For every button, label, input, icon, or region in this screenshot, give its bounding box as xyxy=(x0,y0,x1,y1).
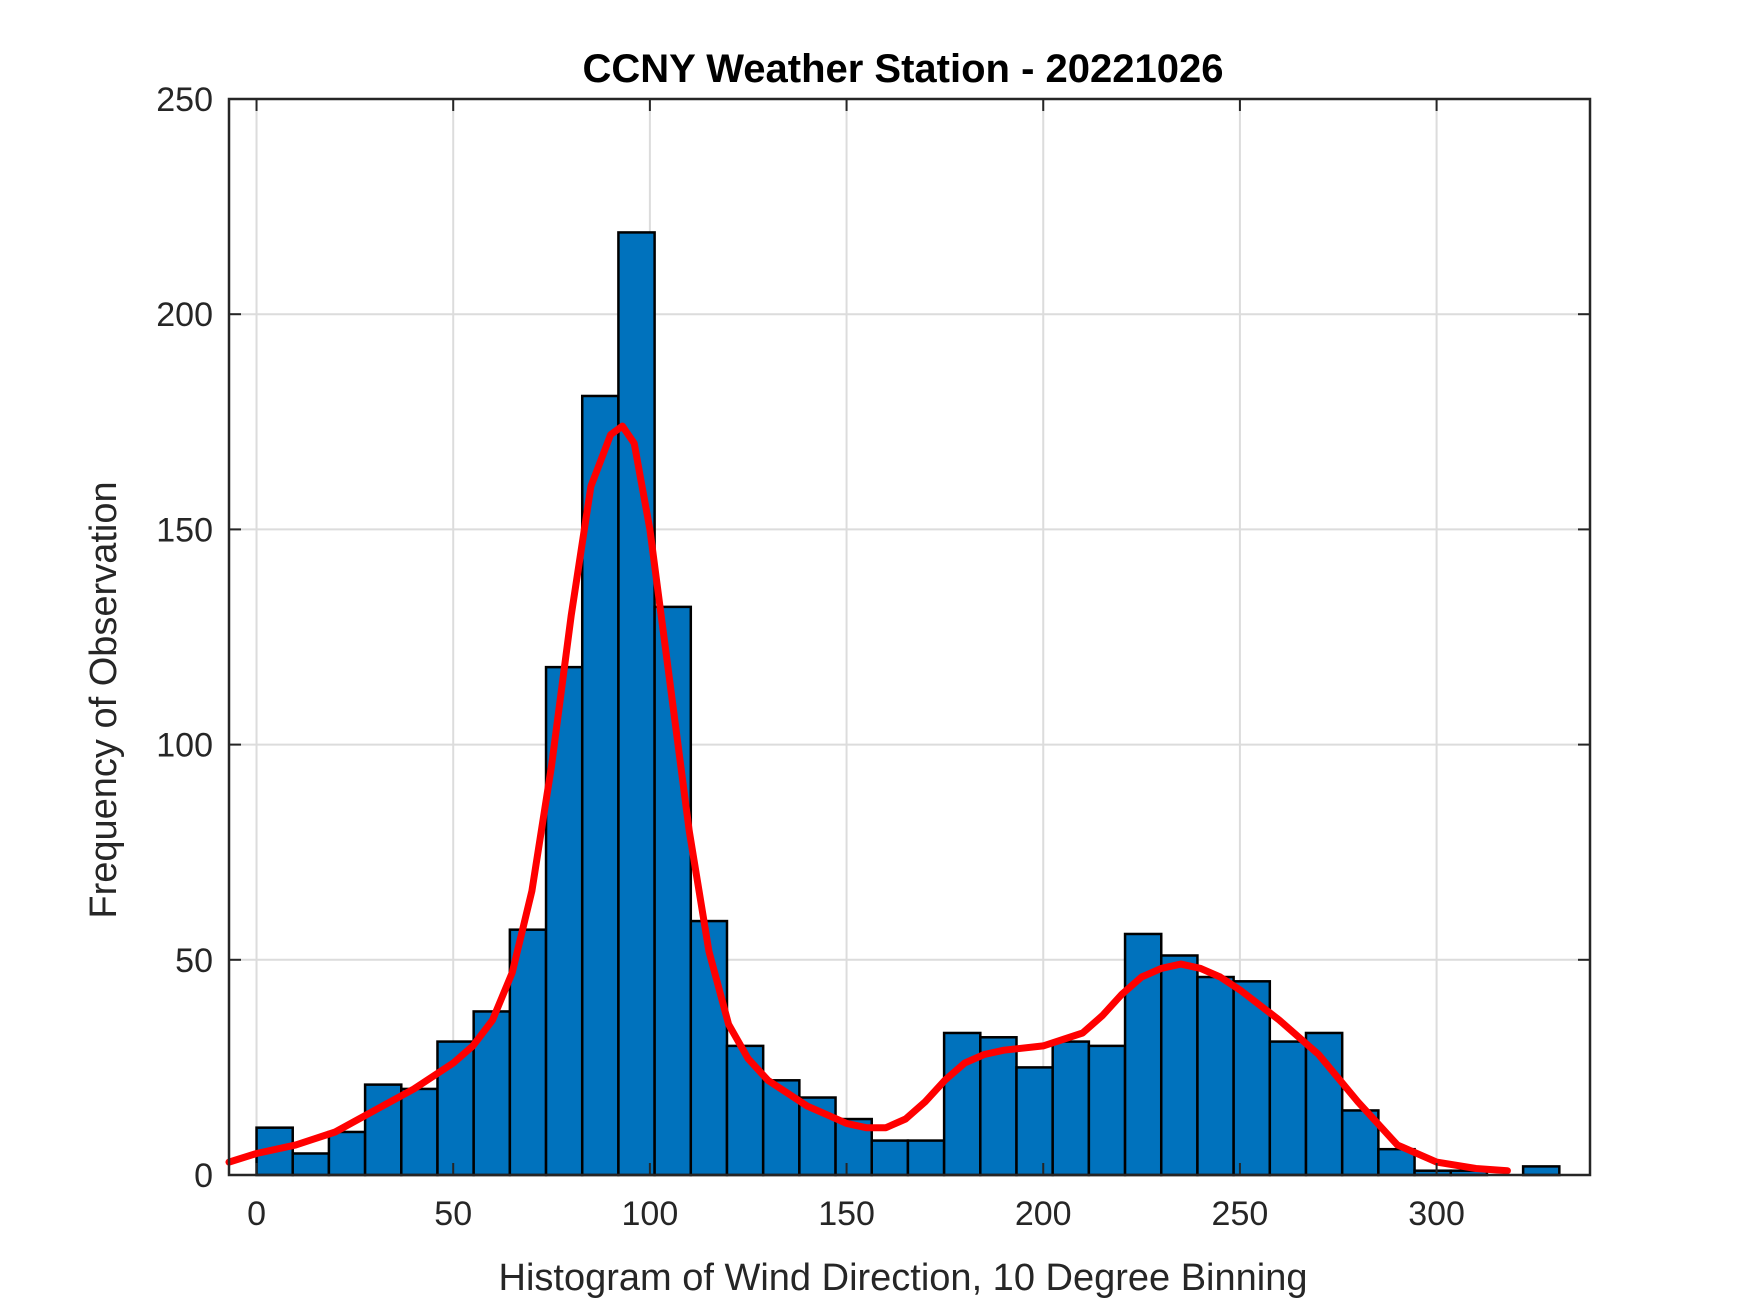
histogram-bar xyxy=(1232,980,1272,1177)
histogram-bar xyxy=(906,1139,946,1177)
histogram-bar xyxy=(1196,975,1235,1177)
y-tick-label: 200 xyxy=(156,296,213,334)
x-tick-labels: 0 50 100 150 200 250 300 xyxy=(247,1195,1465,1233)
histogram-bar xyxy=(400,1087,439,1177)
histogram-bar xyxy=(327,1130,367,1177)
x-tick-label: 300 xyxy=(1408,1195,1465,1233)
histogram-bar xyxy=(1159,954,1199,1177)
y-tick-label: 0 xyxy=(194,1157,213,1195)
x-tick-label: 50 xyxy=(434,1195,472,1233)
fit-curve-layer xyxy=(225,422,1511,1175)
chart-title: CCNY Weather Station - 20221026 xyxy=(583,47,1224,91)
x-axis-label: Histogram of Wind Direction, 10 Degree B… xyxy=(499,1257,1308,1299)
histogram-bar xyxy=(870,1139,910,1177)
fit-curve xyxy=(225,422,1511,1175)
x-tick-label: 150 xyxy=(818,1195,875,1233)
plot-frame xyxy=(227,97,1592,1177)
histogram-bar xyxy=(617,231,656,1177)
axes xyxy=(227,97,1592,1177)
histogram-bar xyxy=(1087,1044,1127,1177)
histogram-bar xyxy=(1015,1066,1054,1177)
histogram-bar xyxy=(1051,1040,1091,1177)
histogram-bar xyxy=(1304,1031,1344,1177)
y-tick-labels: 0 50 100 150 200 250 xyxy=(156,81,213,1195)
histogram-bar xyxy=(942,1031,982,1177)
y-tick-label: 100 xyxy=(156,727,213,765)
y-tick-label: 250 xyxy=(156,81,213,119)
x-tick-label: 200 xyxy=(1015,1195,1072,1233)
histogram-bar xyxy=(979,1036,1018,1177)
y-tick-label: 150 xyxy=(156,511,213,549)
x-tick-label: 0 xyxy=(247,1195,266,1233)
histogram-bar xyxy=(291,1152,331,1177)
x-tick-label: 100 xyxy=(622,1195,679,1233)
x-tick-label: 250 xyxy=(1212,1195,1269,1233)
histogram-bar xyxy=(1521,1165,1561,1177)
y-tick-label: 50 xyxy=(175,942,213,980)
y-axis-label: Frequency of Observation xyxy=(83,481,125,918)
histogram-bar xyxy=(1268,1040,1308,1177)
